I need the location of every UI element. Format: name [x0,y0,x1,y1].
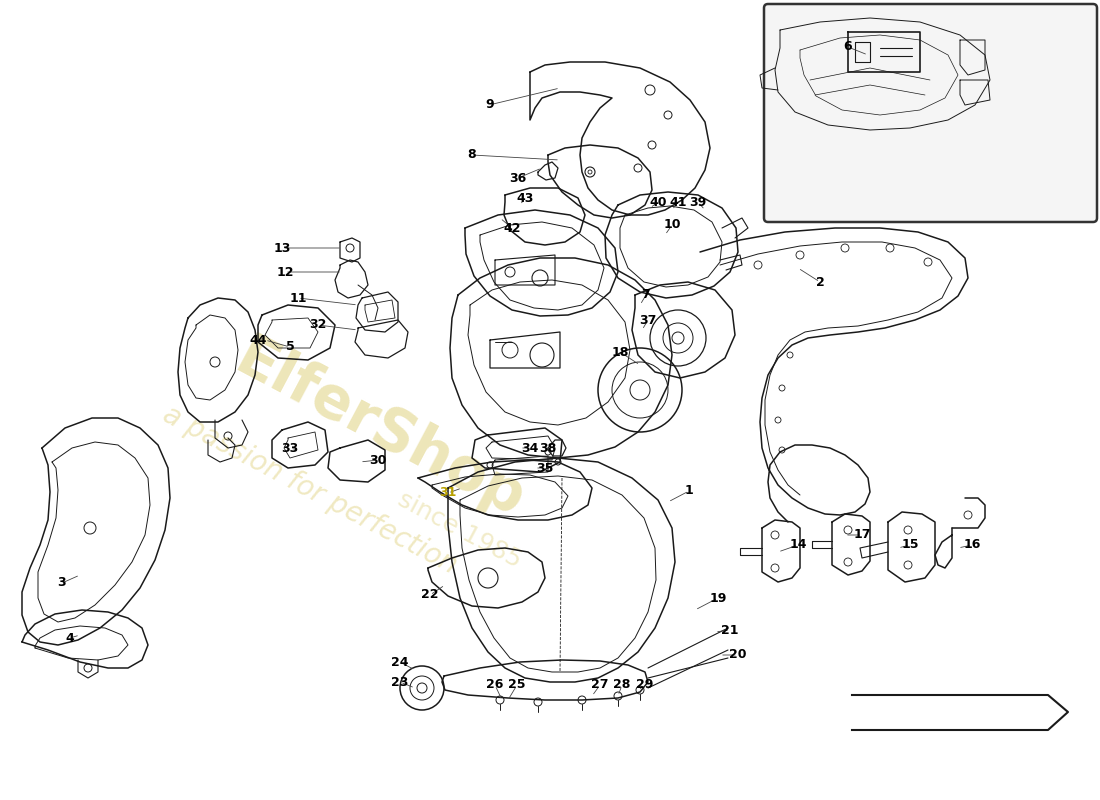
Text: a passion for perfection: a passion for perfection [158,400,462,580]
Text: 40: 40 [649,195,667,209]
Text: 30: 30 [370,454,387,466]
Text: 27: 27 [592,678,608,691]
FancyBboxPatch shape [764,4,1097,222]
Text: 41: 41 [669,195,686,209]
Text: 25: 25 [508,678,526,691]
Text: 14: 14 [790,538,806,551]
Text: 22: 22 [421,589,439,602]
Text: 2: 2 [815,275,824,289]
Text: 9: 9 [486,98,494,111]
Text: ElferShop: ElferShop [226,330,535,530]
Text: 8: 8 [468,149,476,162]
Text: 42: 42 [504,222,520,234]
Text: 3: 3 [57,577,66,590]
Text: 34: 34 [521,442,539,454]
Text: 10: 10 [663,218,681,231]
Polygon shape [852,695,1068,730]
Text: 12: 12 [276,266,294,278]
Text: 7: 7 [641,289,650,302]
Text: 35: 35 [537,462,553,474]
Text: 28: 28 [614,678,630,691]
Text: 13: 13 [273,242,290,254]
Text: 16: 16 [964,538,981,551]
Text: 21: 21 [722,623,739,637]
Text: 6: 6 [844,41,852,54]
Text: 29: 29 [636,678,653,691]
Text: 19: 19 [710,591,727,605]
Text: 4: 4 [66,631,75,645]
Text: 37: 37 [639,314,657,326]
Text: 24: 24 [392,655,409,669]
Text: 44: 44 [250,334,266,346]
Text: 23: 23 [392,675,409,689]
Text: 17: 17 [854,529,871,542]
Text: 31: 31 [439,486,456,499]
Text: 39: 39 [690,195,706,209]
Text: 5: 5 [286,341,295,354]
Text: 20: 20 [729,649,747,662]
Text: 38: 38 [539,442,557,454]
Text: 15: 15 [901,538,918,551]
Text: 26: 26 [486,678,504,691]
Text: 11: 11 [289,291,307,305]
Text: 43: 43 [516,191,534,205]
Text: 1: 1 [684,485,693,498]
Text: 32: 32 [309,318,327,331]
Text: since 1985: since 1985 [394,487,526,573]
Text: 18: 18 [612,346,629,358]
Text: 33: 33 [282,442,298,454]
Text: 36: 36 [509,171,527,185]
